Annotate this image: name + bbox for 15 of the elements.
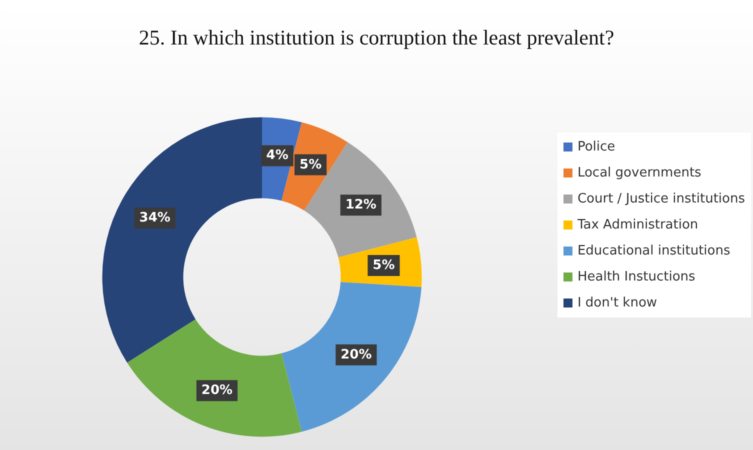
data-label: 4% <box>266 148 288 164</box>
legend-label: Local governments <box>577 166 702 180</box>
data-label: 34% <box>139 210 170 226</box>
legend-label: Educational institutions <box>577 244 730 258</box>
data-label: 20% <box>340 347 372 362</box>
chart-title: 25. In which institution is corruption the least prevalent? <box>138 26 614 50</box>
legend-label: Police <box>577 140 616 154</box>
data-label: 5% <box>372 258 395 273</box>
legend-label: Health Instuctions <box>577 270 696 284</box>
legend-label: I don't know <box>577 296 658 310</box>
data-label: 20% <box>201 383 233 398</box>
data-label: 12% <box>345 198 376 213</box>
legend-label: Court / Justice institutions <box>577 192 746 206</box>
legend-label: Tax Administration <box>576 218 698 232</box>
data-label: 5% <box>300 157 322 172</box>
